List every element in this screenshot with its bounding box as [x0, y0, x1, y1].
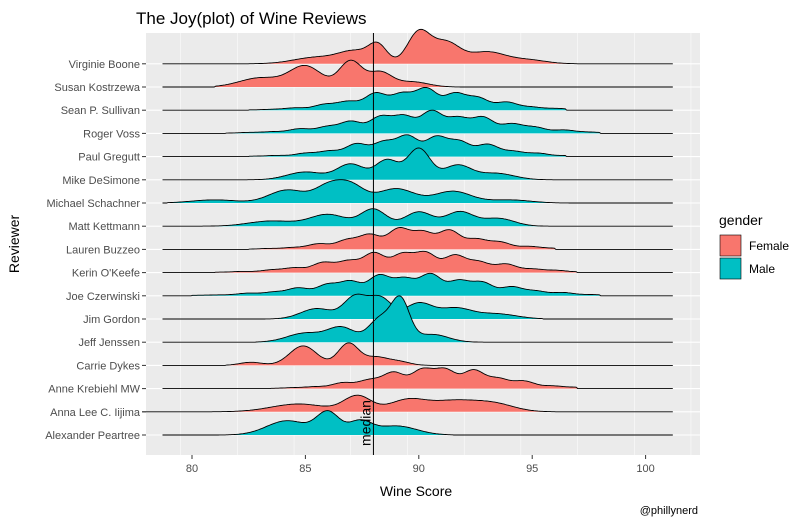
caption: @phillynerd [640, 505, 698, 517]
x-tick-label: 80 [186, 463, 198, 475]
y-tick-label: Michael Schachner [46, 198, 140, 210]
x-tick-label: 85 [299, 463, 311, 475]
y-tick-label: Paul Gregutt [78, 152, 140, 164]
ridge-line-13 [162, 134, 673, 158]
y-axis-title: Reviewer [6, 214, 22, 273]
ridge-line-10 [162, 208, 673, 227]
x-axis-title: Wine Score [380, 483, 453, 499]
ridge-area-1 [214, 410, 453, 435]
y-axis: Alexander Peartree Anna Lee C. Iijima Anne… [45, 59, 146, 442]
x-tick-label: 100 [636, 463, 654, 475]
ridge-line-9 [162, 227, 673, 250]
y-tick-label: Sean P. Sullivan [61, 105, 140, 117]
legend: gender Female Male [719, 212, 789, 280]
x-axis: 80 85 90 95 100 [186, 455, 655, 475]
y-tick-label: Matt Kettmann [68, 221, 140, 233]
ridge-line-4 [162, 342, 673, 366]
y-tick-label: Alexander Peartree [45, 430, 140, 442]
y-tick-label: Jeff Jenssen [78, 337, 140, 349]
y-tick-label: Lauren Buzzeo [66, 244, 140, 256]
chart-title: The Joy(plot) of Wine Reviews [136, 9, 367, 28]
ridge-area-4 [226, 342, 431, 366]
legend-label-female: Female [749, 239, 789, 253]
legend-title: gender [719, 212, 763, 228]
y-tick-label: Kerin O'Keefe [72, 268, 140, 280]
ridge-area-7 [192, 273, 601, 296]
ridge-line-12 [162, 147, 673, 181]
ridge-line-8 [162, 250, 673, 274]
y-tick-label: Anne Krebiehl MW [48, 384, 140, 396]
ridge-line-7 [162, 272, 673, 297]
y-tick-label: Jim Gordon [83, 314, 140, 326]
ridge-area-13 [248, 134, 567, 157]
ridge-line-3 [162, 367, 673, 390]
ridge-line-17 [162, 28, 673, 65]
legend-label-male: Male [749, 262, 775, 276]
y-tick-label: Roger Voss [83, 128, 140, 140]
ridge-area-16 [214, 60, 476, 87]
ridge-line-16 [162, 59, 673, 88]
y-tick-label: Mike DeSimone [62, 175, 140, 187]
ridge-line-15 [162, 86, 673, 111]
ridge-area-11 [167, 179, 589, 203]
ridge-area-15 [248, 87, 567, 111]
ridge-area-10 [192, 208, 589, 227]
y-tick-label: Carrie Dykes [76, 360, 140, 372]
y-tick-label: Anna Lee C. Iijima [50, 407, 141, 419]
ridge-area-12 [237, 148, 578, 180]
x-tick-label: 95 [526, 463, 538, 475]
legend-key-female [719, 234, 742, 257]
ridge-line-1 [162, 410, 673, 436]
ridge-line-2 [142, 394, 673, 413]
ridge-area-6 [260, 294, 544, 319]
y-tick-label: Virginie Boone [69, 59, 140, 71]
ridge-area-5 [255, 295, 487, 343]
legend-key-male [719, 257, 742, 280]
x-tick-label: 90 [413, 463, 425, 475]
ridge-line-5 [162, 295, 673, 343]
ridge-area-3 [271, 367, 578, 389]
y-tick-label: Joe Czerwinski [66, 291, 140, 303]
ridge-line-14 [162, 109, 673, 134]
ridge-area-8 [214, 251, 578, 273]
median-label: median [357, 400, 373, 446]
ridge-line-6 [162, 293, 673, 320]
y-tick-label: Susan Kostrzewa [54, 82, 140, 94]
ridge-line-11 [162, 179, 673, 204]
